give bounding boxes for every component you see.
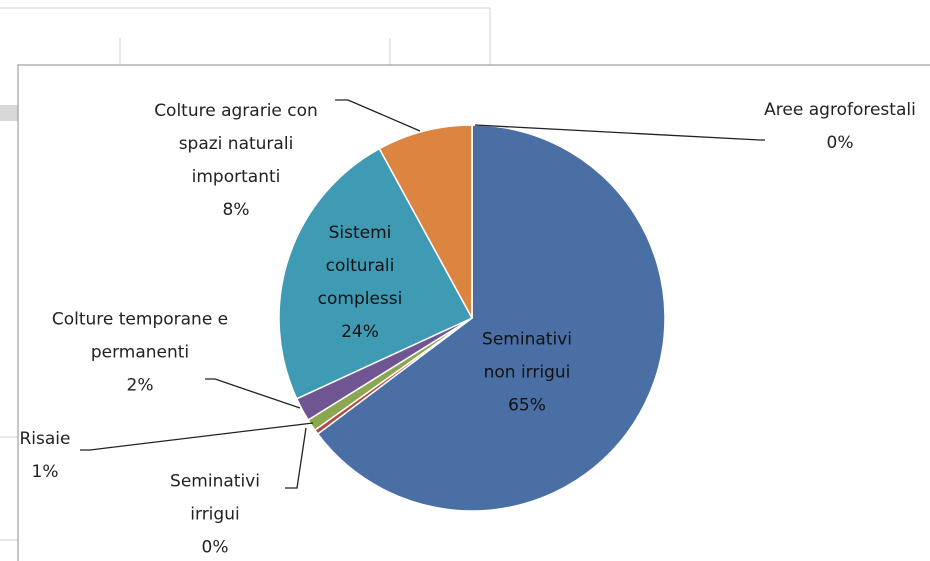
label-value: 2% xyxy=(126,375,154,396)
spreadsheet-background xyxy=(0,7,491,541)
label-value: 0% xyxy=(201,537,229,558)
pie-slice xyxy=(378,124,473,319)
pie-slice xyxy=(316,124,666,512)
label-category: Seminativi irrigui xyxy=(170,471,260,525)
label-category: Seminativi non irrigui xyxy=(482,329,572,383)
label-category: Colture temporane e permanenti xyxy=(51,309,229,363)
label-category: Risaie xyxy=(19,429,71,449)
data-label: Seminativi non irrigui 65% xyxy=(467,324,587,423)
data-label: Aree agroforestali 0% xyxy=(755,94,925,160)
label-category: Sistemi colturali complessi xyxy=(317,223,403,309)
data-label: Sistemi colturali complessi 24% xyxy=(300,217,420,349)
pie-slice xyxy=(278,147,474,400)
label-value: 24% xyxy=(341,322,379,342)
label-value: 65% xyxy=(508,395,546,416)
label-category: Colture agrarie con spazi naturali impor… xyxy=(154,101,318,187)
leader-lines xyxy=(80,99,765,489)
data-label: Seminativi irrigui 0% xyxy=(155,466,275,561)
label-category: Aree agroforestali xyxy=(764,100,916,120)
data-label: Colture temporane e permanenti 2% xyxy=(50,304,230,403)
label-value: 1% xyxy=(31,462,59,482)
label-value: 8% xyxy=(222,200,250,220)
data-label: Risaie 1% xyxy=(5,423,85,489)
label-value: 0% xyxy=(826,133,854,153)
data-label: Colture agrarie con spazi naturali impor… xyxy=(151,95,321,227)
